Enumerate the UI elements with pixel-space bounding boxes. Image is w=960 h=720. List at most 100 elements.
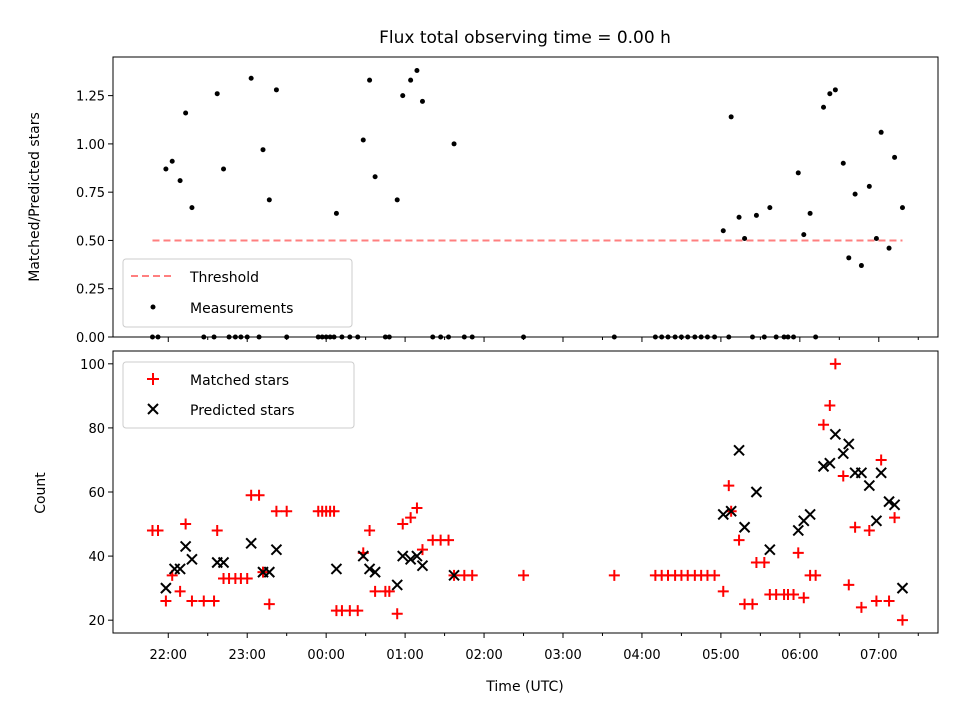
matched-stars-point-70 xyxy=(788,589,800,601)
xtick-label-6: 04:00 xyxy=(623,648,660,663)
matched-stars-point-80 xyxy=(849,521,861,533)
matched-stars-point-85 xyxy=(883,595,895,607)
measurements-point-6 xyxy=(189,205,195,211)
count-ytick-label-1: 40 xyxy=(88,550,105,565)
measurements-legend-swatch xyxy=(150,304,156,310)
predicted-stars-point-7 xyxy=(245,537,257,549)
ratio-y-axis-label: Matched/Predicted stars xyxy=(27,112,43,282)
matched-stars-point-8 xyxy=(208,595,220,607)
ratio-ytick-label-5: 1.25 xyxy=(76,90,105,105)
measurements-point-85 xyxy=(886,245,892,251)
predicted-stars-point-23 xyxy=(733,444,745,457)
measurements-point-84 xyxy=(878,129,884,135)
matched-stars-legend-label: Matched stars xyxy=(190,373,289,389)
ratio-ytick-label-3: 0.75 xyxy=(76,186,105,201)
measurements-point-66 xyxy=(767,205,773,211)
measurements-point-81 xyxy=(858,263,864,269)
predicted-stars-point-34 xyxy=(843,438,855,450)
xtick-label-7: 05:00 xyxy=(702,648,739,663)
predicted-stars-point-31 xyxy=(824,457,836,469)
ratio-panel: 0.00 0.25 0.50 0.75 1.00 1.25 Matched/Predict… xyxy=(27,56,939,346)
xtick-label-2: 00:00 xyxy=(307,648,344,663)
predicted-stars-point-11 xyxy=(330,563,343,575)
measurements-point-2 xyxy=(163,166,169,172)
predicted-stars-point-22 xyxy=(725,505,737,517)
matched-stars-point-59 xyxy=(723,480,735,492)
count-ytick-label-4: 100 xyxy=(80,358,105,373)
xtick-label-1: 23:00 xyxy=(228,648,265,663)
predicted-stars-point-39 xyxy=(875,467,887,479)
matched-stars-point-35 xyxy=(391,608,403,620)
matched-stars-point-65 xyxy=(758,557,770,568)
predicted-stars-point-40 xyxy=(883,495,895,508)
matched-stars-point-61 xyxy=(733,534,745,546)
predicted-stars-point-3 xyxy=(179,540,192,553)
matched-stars-point-29 xyxy=(352,605,364,617)
measurements-point-87 xyxy=(899,205,905,211)
predicted-stars-point-10 xyxy=(270,543,283,556)
matched-stars-point-82 xyxy=(863,524,875,536)
measurements-point-15 xyxy=(248,75,254,81)
measurements-point-43 xyxy=(451,141,457,147)
matched-stars-point-20 xyxy=(281,505,293,517)
predicted-stars-point-18 xyxy=(411,550,423,562)
measurements-point-72 xyxy=(801,232,807,238)
predicted-stars-point-24 xyxy=(738,521,751,533)
measurements-point-75 xyxy=(821,104,827,110)
predicted-stars-point-30 xyxy=(817,460,830,473)
matched-stars-point-45 xyxy=(466,569,478,581)
predicted-stars-point-29 xyxy=(804,508,816,521)
predicted-stars-point-2 xyxy=(174,563,186,575)
measurements-point-26 xyxy=(333,210,339,216)
predicted-stars-point-13 xyxy=(363,563,376,575)
measurements-legend-label: Measurements xyxy=(190,301,293,317)
predicted-stars-point-36 xyxy=(855,467,868,479)
predicted-stars-point-37 xyxy=(863,479,876,492)
matched-stars-point-79 xyxy=(843,579,855,591)
measurements-point-31 xyxy=(367,77,373,83)
ratio-panel-frame xyxy=(112,56,939,338)
matched-stars-point-25 xyxy=(328,505,340,517)
matched-stars-point-75 xyxy=(818,419,830,431)
matched-stars-point-46 xyxy=(518,569,530,581)
xtick-label-5: 03:00 xyxy=(544,648,581,663)
ratio-legend: Threshold Measurements xyxy=(122,258,353,328)
predicted-stars-point-20 xyxy=(448,569,460,582)
predicted-stars-point-19 xyxy=(416,559,429,572)
predicted-stars-point-9 xyxy=(263,566,276,578)
matched-stars-point-77 xyxy=(829,358,841,370)
matched-stars-point-74 xyxy=(810,569,822,581)
matched-stars-point-38 xyxy=(411,502,423,514)
predicted-stars-point-6 xyxy=(217,556,230,569)
predicted-stars-point-17 xyxy=(404,553,417,566)
xtick-label-8: 06:00 xyxy=(781,648,818,663)
matched-stars-point-81 xyxy=(855,601,867,613)
matched-stars-point-87 xyxy=(896,614,908,626)
measurements-point-86 xyxy=(892,154,898,160)
measurements-point-83 xyxy=(873,236,879,242)
measurements-point-38 xyxy=(414,68,420,74)
matched-stars-point-34 xyxy=(383,585,395,597)
measurements-point-71 xyxy=(795,170,801,176)
matched-stars-point-78 xyxy=(837,470,849,482)
predicted-stars-point-33 xyxy=(837,447,849,460)
predicted-stars-point-0 xyxy=(160,582,172,594)
count-ytick-label-0: 20 xyxy=(88,614,105,629)
matched-stars-point-18 xyxy=(263,598,275,610)
matched-stars-point-37 xyxy=(405,512,417,524)
count-ytick-label-3: 80 xyxy=(88,422,105,437)
matched-stars-point-5 xyxy=(180,518,192,530)
measurements-point-36 xyxy=(400,93,406,99)
count-ytick-label-2: 60 xyxy=(88,486,105,501)
matched-stars-point-57 xyxy=(709,569,721,581)
measurements-point-9 xyxy=(214,91,220,97)
matched-stars-point-83 xyxy=(870,595,882,607)
measurements-point-79 xyxy=(846,255,852,261)
matched-stars-point-14 xyxy=(241,573,253,585)
matched-stars-point-42 xyxy=(443,534,455,546)
count-legend-box xyxy=(122,361,355,429)
x-axis-label: Time (UTC) xyxy=(485,679,563,695)
predicted-stars-point-21 xyxy=(717,508,729,521)
predicted-stars-legend-label: Predicted stars xyxy=(190,403,295,419)
matched-stars-point-4 xyxy=(174,585,186,597)
